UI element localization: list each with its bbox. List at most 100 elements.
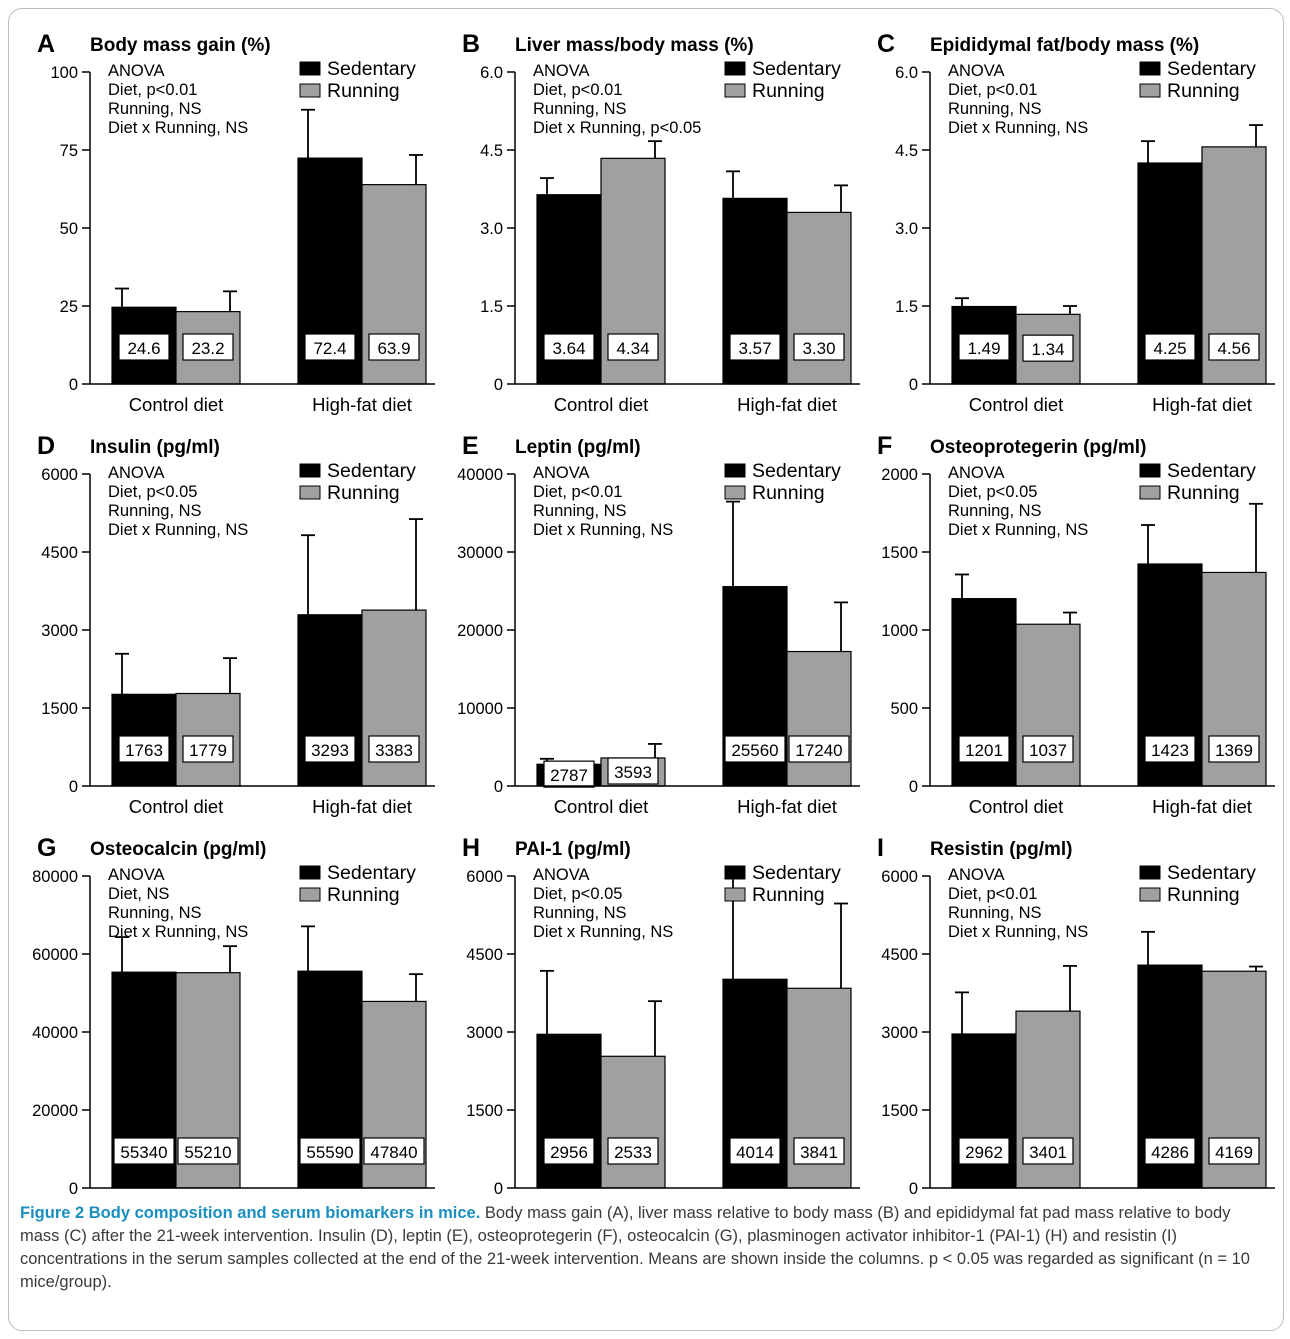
legend-swatch-h-sedentary (724, 865, 746, 880)
data-label-a: 23.2 (191, 339, 224, 358)
value-label-box-a (118, 333, 170, 361)
data-label-b: 3.64 (552, 339, 585, 358)
anova-text-b: Running, NS (533, 100, 627, 118)
panel-letter-i: I (877, 834, 884, 862)
legend-swatch-f-running (1139, 485, 1161, 500)
value-label-box-c (958, 333, 1010, 361)
anova-text-c: Diet x Running, NS (948, 119, 1088, 137)
legend-swatch-h-running (724, 887, 746, 902)
legend-label-e: Sedentary (752, 460, 841, 482)
y-tick-label-g: 0 (69, 1180, 78, 1198)
x-tick-label-d: High-fat diet (312, 796, 412, 817)
panel-letter-e: E (462, 432, 479, 460)
y-tick-label-f: 500 (890, 700, 918, 718)
value-label-box-b (607, 333, 659, 361)
legend-label-g: Sedentary (327, 862, 416, 884)
x-tick-label-g: High-fat diet (312, 1198, 412, 1200)
value-label-box-d (304, 735, 356, 763)
y-tick-label-h: 1500 (466, 1102, 503, 1120)
value-label-box-h (543, 1137, 595, 1165)
panel-letter-h: H (462, 834, 480, 862)
chart-title-c: Epididymal fat/body mass (%) (930, 35, 1199, 56)
legend-swatch-d-sedentary (299, 463, 321, 478)
y-tick-label-g: 20000 (32, 1102, 78, 1120)
y-tick-label-d: 1500 (41, 700, 78, 718)
chart-title-a: Body mass gain (%) (90, 35, 271, 56)
legend-swatch-a-running (299, 83, 321, 98)
anova-text-e: Diet x Running, NS (533, 521, 673, 539)
value-label-box-d (118, 735, 170, 763)
panel-letter-b: B (462, 30, 480, 58)
anova-text-f: ANOVA (948, 464, 1005, 482)
data-label-d: 3293 (311, 741, 349, 760)
data-label-c: 1.34 (1031, 340, 1064, 359)
bar-e-running (786, 650, 852, 787)
x-tick-label-d: Control diet (129, 796, 224, 817)
data-label-c: 4.25 (1153, 339, 1186, 358)
y-tick-label-a: 25 (60, 298, 78, 316)
y-tick-label-e: 30000 (457, 544, 503, 562)
data-label-b: 4.34 (616, 339, 649, 358)
panel-i: I Resistin (pg/ml) 2962 3401 Control diet 428… (877, 834, 1275, 1200)
figure-caption: Figure 2 Body composition and serum biom… (20, 1202, 1270, 1294)
anova-text-i: Running, NS (948, 904, 1042, 922)
data-label-d: 1763 (125, 741, 163, 760)
panel-c: C Epididymal fat/body mass (%) 1.49 1.34 Con… (877, 30, 1275, 415)
anova-text-b: ANOVA (533, 62, 590, 80)
legend-swatch-d-running (299, 485, 321, 500)
legend-swatch-a-sedentary (299, 61, 321, 76)
value-label-box-e (724, 735, 786, 763)
panel-f: F Osteoprotegerin (pg/ml) 1201 1037 Control … (877, 432, 1275, 817)
data-label-f: 1201 (965, 741, 1003, 760)
legend-label-h: Running (752, 884, 825, 906)
x-tick-label-i: High-fat diet (1152, 1198, 1252, 1200)
x-tick-label-b: High-fat diet (737, 394, 837, 415)
data-label-g: 55340 (120, 1143, 167, 1162)
anova-text-e: Diet, p<0.01 (533, 483, 622, 501)
y-tick-label-i: 1500 (881, 1102, 918, 1120)
y-tick-label-d: 6000 (41, 466, 78, 484)
value-label-box-d (368, 735, 420, 763)
data-label-i: 4169 (1215, 1143, 1253, 1162)
anova-text-g: ANOVA (108, 866, 165, 884)
legend-label-b: Running (752, 80, 825, 102)
anova-text-d: Diet, p<0.05 (108, 483, 197, 501)
data-label-c: 4.56 (1217, 339, 1250, 358)
figure-panels: A Body mass gain (%) 24.6 23.2 Control diet 7… (32, 30, 1275, 1200)
legend-label-i: Running (1167, 884, 1240, 906)
y-tick-label-a: 100 (50, 64, 78, 82)
y-tick-label-h: 6000 (466, 868, 503, 886)
legend-label-c: Running (1167, 80, 1240, 102)
panel-d: D Insulin (pg/ml) 1763 1779 Control diet 3293… (37, 432, 435, 817)
value-label-box-b (793, 333, 845, 361)
anova-text-h: ANOVA (533, 866, 590, 884)
value-label-box-f (1208, 735, 1260, 763)
panel-letter-f: F (877, 432, 892, 460)
panel-g: G Osteocalcin (pg/ml) 55340 55210 Control di… (32, 834, 435, 1200)
caption-title: Figure 2 Body composition and serum biom… (20, 1204, 481, 1222)
value-label-box-f (1022, 735, 1074, 763)
y-tick-label-a: 50 (60, 220, 78, 238)
panel-a: A Body mass gain (%) 24.6 23.2 Control diet 7… (37, 30, 435, 415)
y-tick-label-e: 40000 (457, 466, 503, 484)
anova-text-c: Diet, p<0.01 (948, 81, 1037, 99)
legend-swatch-i-running (1139, 887, 1161, 902)
panel-letter-a: A (37, 30, 55, 58)
y-tick-label-g: 40000 (32, 1024, 78, 1042)
data-label-d: 1779 (189, 741, 227, 760)
bar-i-sedentary (951, 1033, 1017, 1189)
value-label-box-c (1022, 334, 1074, 362)
data-label-h: 3841 (800, 1143, 838, 1162)
anova-text-g: Running, NS (108, 904, 202, 922)
y-tick-label-c: 1.5 (895, 298, 918, 316)
anova-text-b: Diet, p<0.01 (533, 81, 622, 99)
x-tick-label-b: Control diet (554, 394, 649, 415)
legend-swatch-b-sedentary (724, 61, 746, 76)
anova-text-g: Diet x Running, NS (108, 923, 248, 941)
data-label-h: 2533 (614, 1143, 652, 1162)
chart-title-g: Osteocalcin (pg/ml) (90, 839, 266, 860)
value-label-box-i (1022, 1137, 1074, 1165)
legend-label-f: Sedentary (1167, 460, 1256, 482)
y-tick-label-h: 0 (494, 1180, 503, 1198)
y-tick-label-c: 0 (909, 376, 918, 394)
